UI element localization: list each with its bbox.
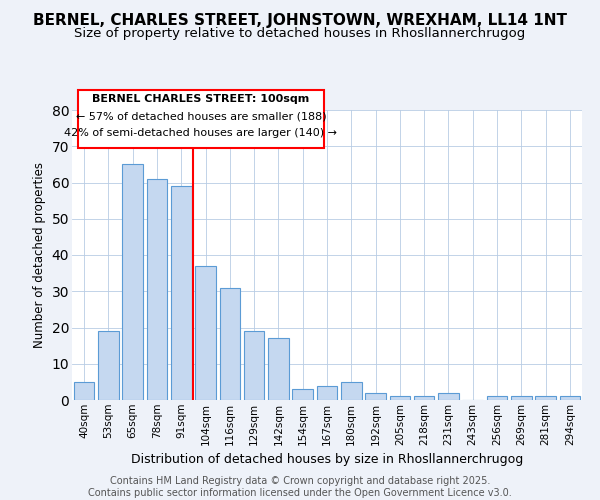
Text: Contains HM Land Registry data © Crown copyright and database right 2025.
Contai: Contains HM Land Registry data © Crown c… bbox=[88, 476, 512, 498]
Bar bbox=[292, 389, 313, 400]
Bar bbox=[122, 164, 143, 400]
Bar bbox=[98, 331, 119, 400]
Bar bbox=[560, 396, 580, 400]
Bar bbox=[341, 382, 362, 400]
Text: Size of property relative to detached houses in Rhosllannerchrugog: Size of property relative to detached ho… bbox=[74, 28, 526, 40]
Bar bbox=[317, 386, 337, 400]
Bar bbox=[365, 393, 386, 400]
Bar bbox=[268, 338, 289, 400]
Text: ← 57% of detached houses are smaller (188): ← 57% of detached houses are smaller (18… bbox=[76, 111, 326, 121]
Bar bbox=[244, 331, 265, 400]
Text: 42% of semi-detached houses are larger (140) →: 42% of semi-detached houses are larger (… bbox=[64, 128, 337, 138]
Bar bbox=[487, 396, 508, 400]
Y-axis label: Number of detached properties: Number of detached properties bbox=[33, 162, 46, 348]
Bar bbox=[74, 382, 94, 400]
Bar bbox=[195, 266, 216, 400]
Text: BERNEL, CHARLES STREET, JOHNSTOWN, WREXHAM, LL14 1NT: BERNEL, CHARLES STREET, JOHNSTOWN, WREXH… bbox=[33, 12, 567, 28]
Bar bbox=[389, 396, 410, 400]
X-axis label: Distribution of detached houses by size in Rhosllannerchrugog: Distribution of detached houses by size … bbox=[131, 453, 523, 466]
Bar bbox=[414, 396, 434, 400]
Bar bbox=[220, 288, 240, 400]
Text: BERNEL CHARLES STREET: 100sqm: BERNEL CHARLES STREET: 100sqm bbox=[92, 94, 310, 104]
Bar bbox=[438, 393, 459, 400]
Bar bbox=[511, 396, 532, 400]
Bar bbox=[171, 186, 191, 400]
Bar bbox=[146, 179, 167, 400]
Bar bbox=[535, 396, 556, 400]
